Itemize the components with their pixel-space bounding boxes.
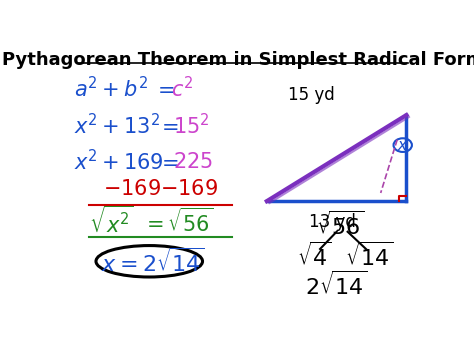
Text: $x = 2\sqrt{14}$: $x = 2\sqrt{14}$ — [101, 247, 205, 275]
Text: $\sqrt{56}$: $\sqrt{56}$ — [316, 210, 365, 239]
Text: $\sqrt{x^2}$: $\sqrt{x^2}$ — [89, 206, 134, 237]
Text: $c^2$: $c^2$ — [171, 76, 193, 102]
Text: $-169$: $-169$ — [103, 179, 161, 199]
Text: $x^2 + 169$: $x^2 + 169$ — [74, 149, 164, 174]
Text: 13 yd: 13 yd — [310, 213, 356, 231]
Text: $=$: $=$ — [156, 116, 178, 136]
Text: $\sqrt{4}$: $\sqrt{4}$ — [297, 242, 332, 270]
Text: $=$: $=$ — [156, 152, 178, 171]
Text: $= \sqrt{56}$: $= \sqrt{56}$ — [142, 207, 214, 236]
Text: $2\sqrt{14}$: $2\sqrt{14}$ — [305, 270, 368, 299]
Text: Pythagorean Theorem in Simplest Radical Form: Pythagorean Theorem in Simplest Radical … — [2, 51, 474, 69]
Text: $x$: $x$ — [397, 138, 409, 153]
Text: $=$: $=$ — [153, 79, 174, 99]
Text: $15^2$: $15^2$ — [173, 113, 210, 138]
Text: $x^2 + 13^2$: $x^2 + 13^2$ — [74, 113, 160, 138]
Text: $\sqrt{14}$: $\sqrt{14}$ — [346, 242, 394, 270]
Text: 15 yd: 15 yd — [288, 86, 334, 104]
Text: $a^2 + b^2$: $a^2 + b^2$ — [74, 76, 148, 102]
Text: $225$: $225$ — [173, 152, 213, 171]
Text: $-169$: $-169$ — [160, 179, 218, 199]
